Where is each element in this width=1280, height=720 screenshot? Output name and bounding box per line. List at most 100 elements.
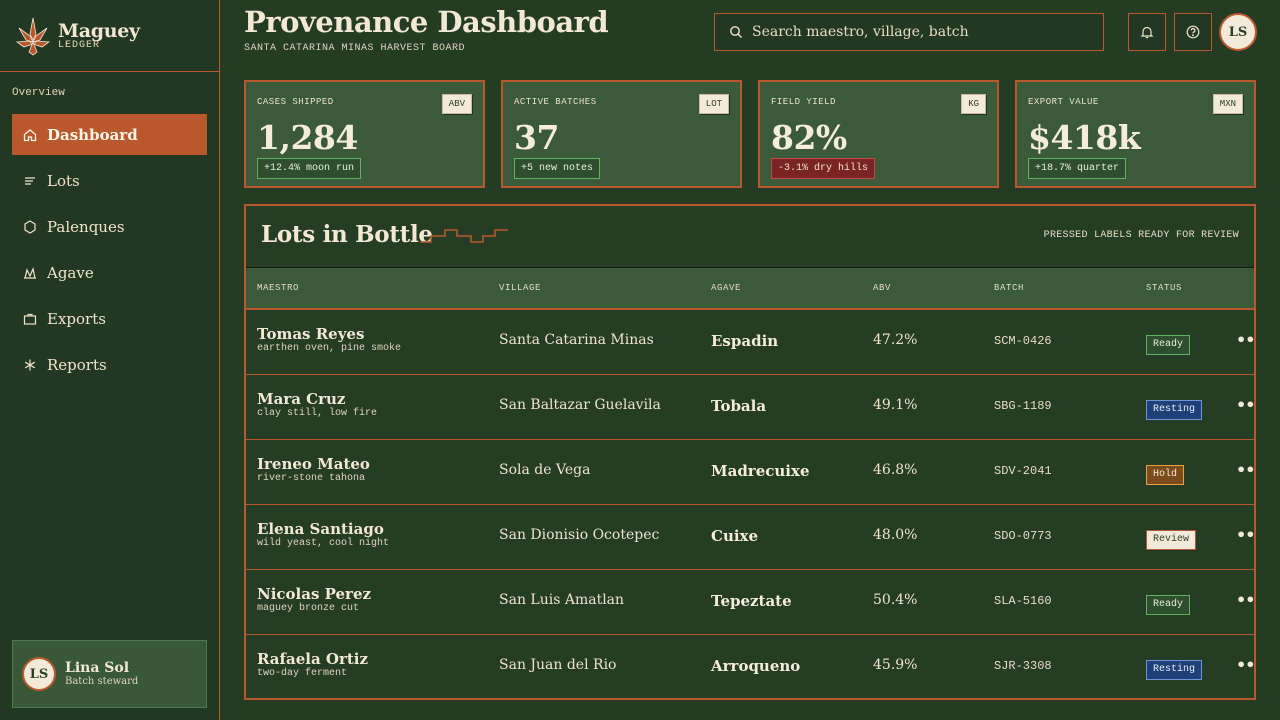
step-wave-icon: [420, 229, 508, 243]
table-row[interactable]: Nicolas Perez maguey bronze cut San Luis…: [246, 570, 1254, 635]
stat-card-export-value: EXPORT VALUE MXN $418k +18.7% quarter: [1015, 80, 1256, 188]
agave-logo-icon: [16, 17, 50, 56]
column-header-maestro[interactable]: MAESTRO: [257, 283, 300, 293]
sidebar-item-palenques[interactable]: Palenques: [12, 206, 207, 247]
stat-label: FIELD YIELD: [771, 97, 836, 107]
more-actions-icon[interactable]: •••: [1236, 525, 1255, 544]
agave-cell: Madrecuixe: [711, 462, 810, 480]
abv-cell: 48.0%: [873, 527, 918, 543]
user-name: Lina Sol: [65, 660, 130, 676]
sidebar-item-label: Palenques: [47, 217, 125, 236]
page-title: Provenance Dashboard: [244, 5, 609, 39]
maestro-note: earthen oven, pine smoke: [257, 343, 402, 354]
sidebar-item-lots[interactable]: Lots: [12, 160, 207, 201]
sidebar-item-label: Lots: [47, 171, 80, 190]
sidebar-item-reports[interactable]: Reports: [12, 344, 207, 385]
stat-card-field-yield: FIELD YIELD KG 82% -3.1% dry hills: [758, 80, 999, 188]
abv-cell: 50.4%: [873, 592, 918, 608]
table-row[interactable]: Ireneo Mateo river-stone tahona Sola de …: [246, 440, 1254, 505]
user-card[interactable]: LS Lina Sol Batch steward: [12, 640, 207, 708]
maestro-name: Ireneo Mateo: [257, 455, 370, 473]
home-icon: [22, 127, 37, 142]
agave-cell: Tobala: [711, 397, 767, 415]
maestro-name: Tomas Reyes: [257, 325, 365, 343]
agave-cell: Espadin: [711, 332, 779, 350]
more-actions-icon[interactable]: •••: [1236, 655, 1255, 674]
briefcase-icon: [22, 311, 37, 326]
table-row[interactable]: Tomas Reyes earthen oven, pine smoke San…: [246, 310, 1254, 375]
village-cell: San Luis Amatlan: [499, 592, 625, 608]
search-input[interactable]: [752, 24, 1082, 40]
sidebar-item-exports[interactable]: Exports: [12, 298, 207, 339]
stat-label: EXPORT VALUE: [1028, 97, 1099, 107]
page-subtitle: SANTA CATARINA MINAS HARVEST BOARD: [244, 43, 466, 54]
search-box[interactable]: [714, 13, 1104, 51]
panel-title: Lots in Bottle: [261, 221, 433, 248]
village-cell: San Baltazar Guelavila: [499, 397, 661, 413]
brand-name: Maguey: [58, 20, 140, 42]
maestro-note: river-stone tahona: [257, 473, 366, 484]
asterisk-icon: [22, 357, 37, 372]
village-cell: San Dionisio Ocotepec: [499, 527, 660, 543]
column-header-village[interactable]: VILLAGE: [499, 283, 542, 293]
notifications-button[interactable]: [1128, 13, 1166, 51]
table-row[interactable]: Elena Santiago wild yeast, cool night Sa…: [246, 505, 1254, 570]
stat-card-active-batches: ACTIVE BATCHES LOT 37 +5 new notes: [501, 80, 742, 188]
status-badge: Ready: [1146, 594, 1191, 615]
help-button[interactable]: [1174, 13, 1212, 51]
batch-cell: SJR-3308: [994, 659, 1052, 673]
sidebar-item-dashboard[interactable]: Dashboard: [12, 114, 207, 155]
stat-tag: ABV: [441, 94, 472, 114]
agave-cell: Tepeztate: [711, 592, 792, 610]
status-badge: Resting: [1146, 399, 1203, 420]
status-badge: Resting: [1146, 659, 1203, 680]
batch-cell: SCM-0426: [994, 334, 1052, 348]
sidebar-item-label: Reports: [47, 355, 107, 374]
maestro-name: Nicolas Perez: [257, 585, 372, 603]
hexagon-icon: [22, 219, 37, 234]
sidebar: Maguey LEDGER Overview Dashboard Lots Pa…: [0, 0, 220, 720]
status-badge: Hold: [1146, 464, 1185, 485]
batch-cell: SDV-2041: [994, 464, 1052, 478]
stat-delta: +5 new notes: [514, 158, 601, 179]
stat-delta: +12.4% moon run: [257, 158, 362, 179]
table-header: MAESTRO VILLAGE AGAVE ABV BATCH STATUS: [246, 268, 1254, 310]
more-actions-icon[interactable]: •••: [1236, 460, 1255, 479]
more-actions-icon[interactable]: •••: [1236, 330, 1255, 349]
status-badge: Review: [1146, 529, 1197, 550]
column-header-agave[interactable]: AGAVE: [711, 283, 742, 293]
abv-cell: 46.8%: [873, 462, 918, 478]
sidebar-nav: Dashboard Lots Palenques Agave Exports: [12, 114, 207, 390]
sidebar-item-label: Agave: [47, 263, 94, 282]
abv-cell: 49.1%: [873, 397, 918, 413]
maestro-name: Elena Santiago: [257, 520, 384, 538]
sidebar-item-label: Dashboard: [47, 125, 138, 144]
search-icon: [730, 26, 742, 38]
header-avatar[interactable]: LS: [1219, 13, 1257, 51]
agave-cell: Cuixe: [711, 527, 759, 545]
column-header-status[interactable]: STATUS: [1146, 283, 1183, 293]
column-header-batch[interactable]: BATCH: [994, 283, 1025, 293]
stat-delta: -3.1% dry hills: [771, 158, 876, 179]
bell-icon: [1140, 26, 1154, 39]
stat-value: 37: [514, 118, 559, 157]
stat-card-cases-shipped: CASES SHIPPED ABV 1,284 +12.4% moon run: [244, 80, 485, 188]
stat-value: 82%: [771, 118, 847, 157]
sidebar-item-agave[interactable]: Agave: [12, 252, 207, 293]
table-row[interactable]: Rafaela Ortiz two-day ferment San Juan d…: [246, 635, 1255, 698]
column-header-abv[interactable]: ABV: [873, 283, 892, 293]
panel-note: PRESSED LABELS READY FOR REVIEW: [1043, 230, 1239, 241]
maestro-note: wild yeast, cool night: [257, 538, 390, 549]
more-actions-icon[interactable]: •••: [1236, 590, 1255, 609]
table-row[interactable]: Mara Cruz clay still, low fire San Balta…: [246, 375, 1254, 440]
village-cell: Sola de Vega: [499, 462, 591, 478]
stat-delta: +18.7% quarter: [1028, 158, 1127, 179]
agave-icon: [22, 265, 37, 280]
brand[interactable]: Maguey LEDGER: [16, 16, 140, 56]
more-actions-icon[interactable]: •••: [1236, 395, 1255, 414]
batch-cell: SBG-1189: [994, 399, 1052, 413]
maestro-note: two-day ferment: [257, 668, 348, 679]
abv-cell: 45.9%: [873, 657, 918, 673]
status-badge: Ready: [1146, 334, 1191, 355]
maestro-name: Rafaela Ortiz: [257, 650, 368, 668]
